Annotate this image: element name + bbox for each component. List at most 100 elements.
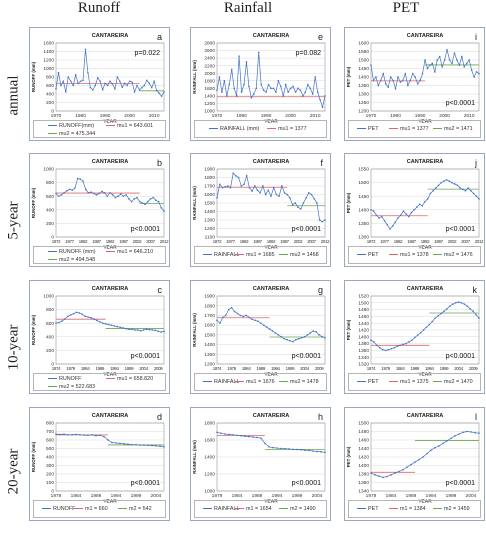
data-point (116, 325, 118, 328)
data-point (390, 348, 393, 350)
x-tick-label: 1979 (51, 493, 62, 499)
data-point (151, 444, 153, 447)
data-point (413, 209, 415, 211)
data-point (139, 329, 142, 332)
data-point (87, 316, 89, 318)
data-point (386, 224, 388, 226)
data-point (466, 62, 468, 65)
y-tick-label: 1520 (358, 294, 369, 300)
panel-letter: h (318, 412, 323, 422)
data-point (160, 207, 162, 209)
data-point (478, 72, 480, 75)
data-point (402, 469, 404, 471)
data-point (237, 176, 240, 179)
x-tick-label: 1990 (415, 113, 426, 119)
data-point (231, 68, 233, 71)
data-point (392, 79, 394, 82)
data-point (216, 431, 218, 434)
data-point (384, 349, 387, 352)
data-point (473, 76, 475, 78)
x-tick-label: 1979 (366, 493, 377, 499)
data-point (155, 199, 157, 201)
x-tick-label: 1992 (421, 239, 430, 244)
data-point (272, 87, 275, 90)
data-point (428, 323, 431, 326)
data-point (222, 316, 224, 319)
data-point (448, 59, 451, 61)
data-point (60, 84, 62, 87)
data-point (478, 198, 480, 200)
data-point (244, 435, 246, 437)
y-tick-label: 1400 (43, 49, 54, 55)
chart-title: CANTAREIRA (92, 286, 129, 292)
x-tick-label: 1977 (380, 239, 389, 244)
y-tick-label: 800 (46, 307, 54, 313)
data-point (219, 322, 221, 324)
data-point (151, 329, 154, 331)
legend-item: mu1 = 646.210 (106, 249, 153, 255)
plot-area (216, 295, 326, 365)
data-point (250, 97, 253, 99)
y-tick-label: 1200 (204, 472, 215, 478)
data-point (437, 184, 440, 187)
legend-label: PET (368, 379, 379, 385)
data-point (416, 206, 418, 208)
y-tick-label: 1500 (204, 201, 215, 207)
data-point (219, 183, 221, 185)
data-point (382, 72, 384, 75)
data-point (225, 314, 227, 317)
data-point (288, 448, 290, 450)
legend-swatch (106, 251, 115, 253)
y-tick-label: 1440 (358, 321, 369, 327)
data-point (71, 434, 73, 436)
series-line (370, 431, 480, 478)
plot-area (216, 422, 326, 492)
data-point (64, 318, 66, 320)
x-axis-label: YEAR (264, 372, 278, 378)
x-tick-label: 1980 (236, 113, 247, 119)
data-point (138, 89, 141, 91)
y-tick-label: 1500 (358, 180, 369, 186)
chart-svg: 0 200 400 600 800 1000 1972 1977 1982 1987 1992 199… (31, 158, 169, 251)
data-point (75, 433, 77, 436)
data-point (466, 430, 468, 433)
data-point (139, 444, 141, 446)
data-point (55, 433, 57, 435)
data-point (377, 84, 380, 87)
row-label-20-year: 20-year (5, 448, 22, 495)
series-line (370, 179, 480, 230)
data-point (426, 67, 429, 70)
data-point (272, 446, 274, 449)
data-point (278, 195, 280, 197)
y-tick-label: 0 (51, 362, 54, 368)
x-tick-label: 1974 (367, 366, 376, 371)
x-tick-label: 1999 (446, 493, 457, 499)
y-tick-label: 2200 (204, 63, 215, 69)
data-point (419, 79, 421, 82)
y-tick-label: 1440 (358, 446, 369, 452)
data-point (139, 200, 141, 203)
data-point (83, 434, 85, 436)
data-point (394, 221, 396, 223)
data-point (63, 433, 65, 435)
data-point (137, 329, 139, 331)
data-point (440, 181, 442, 184)
data-point (117, 195, 119, 197)
data-point (120, 193, 122, 195)
data-point (302, 202, 305, 204)
x-tick-label: 1970 (212, 113, 223, 119)
x-tick-label: 1989 (252, 493, 263, 499)
y-tick-label: 600 (46, 83, 54, 89)
data-point (280, 85, 282, 88)
data-point (318, 334, 320, 336)
x-axis-label: YEAR (418, 499, 432, 505)
data-point (427, 198, 429, 200)
legend-item: m2 = 1459 (433, 506, 470, 512)
legend-item: m1 = 1384 (389, 506, 426, 512)
plot-area (370, 295, 480, 365)
chart-title: CANTAREIRA (407, 33, 444, 39)
data-point (74, 187, 76, 189)
y-tick-label: 300 (46, 463, 54, 469)
data-point (464, 190, 467, 192)
data-point (216, 197, 218, 199)
